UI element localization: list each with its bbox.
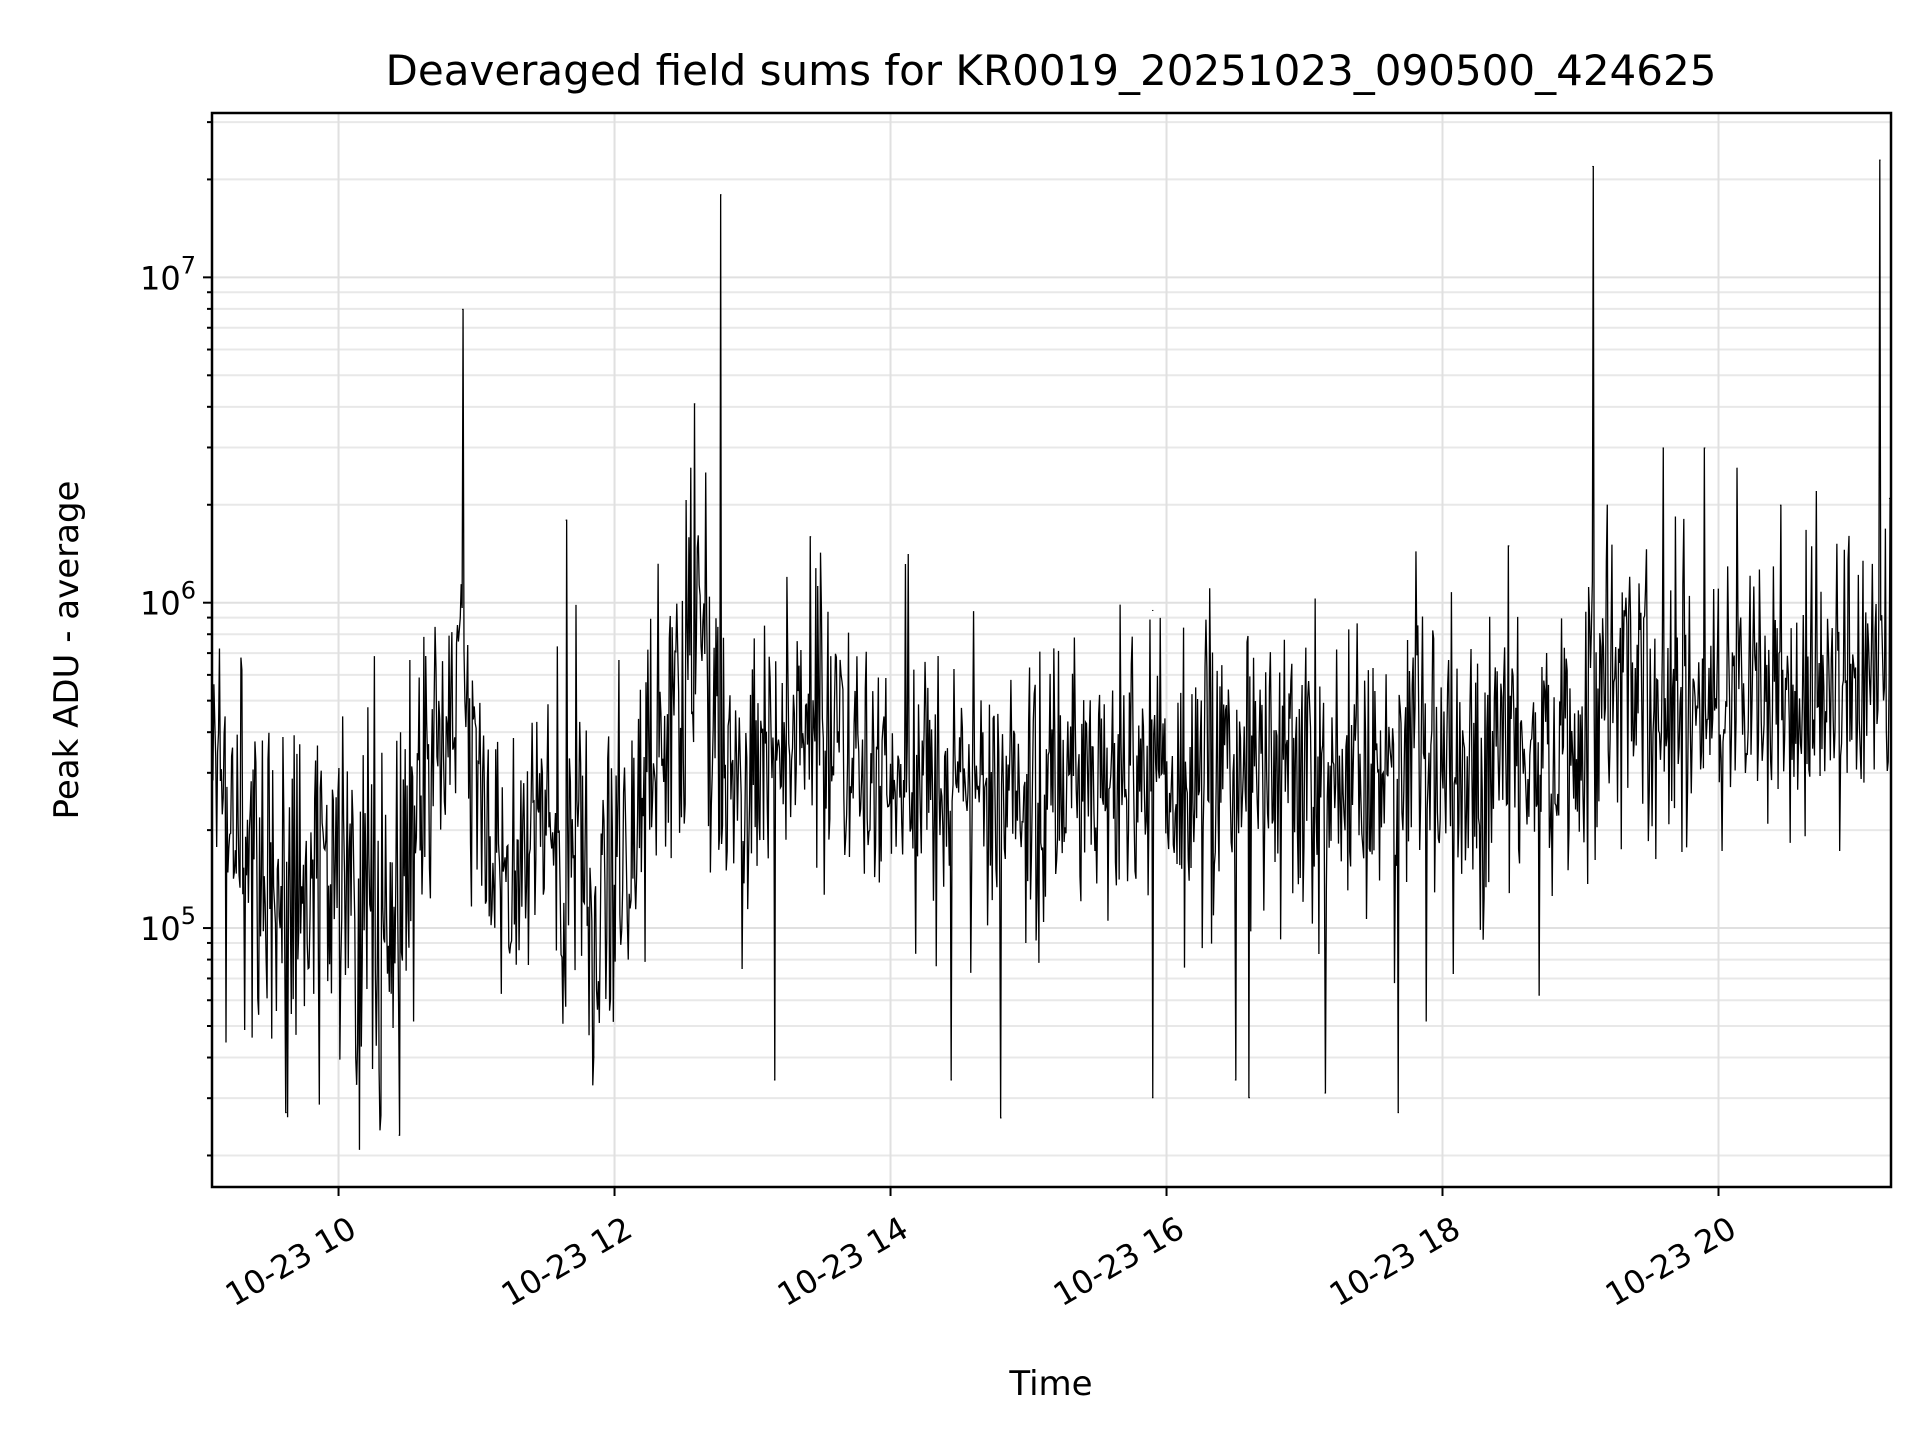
x-tick-label: 10-23 18 bbox=[1323, 1209, 1467, 1314]
x-tick-label: 10-23 10 bbox=[219, 1209, 363, 1314]
chart-title: Deaveraged field sums for KR0019_2025102… bbox=[386, 46, 1717, 95]
y-tick-label: 105 bbox=[140, 902, 196, 948]
series-line bbox=[211, 159, 1892, 1150]
x-tick-label: 10-23 16 bbox=[1047, 1209, 1191, 1314]
x-tick-label: 10-23 12 bbox=[495, 1209, 639, 1314]
plot-frame bbox=[210, 111, 1893, 1189]
y-tick-label: 107 bbox=[140, 251, 196, 297]
x-tick-label: 10-23 14 bbox=[771, 1209, 915, 1314]
x-tick-label: 10-23 20 bbox=[1599, 1209, 1743, 1314]
x-axis-label: Time bbox=[1008, 1364, 1092, 1404]
y-axis-label: Peak ADU - average bbox=[47, 481, 87, 820]
y-tick-label: 106 bbox=[140, 577, 196, 623]
series-layer bbox=[211, 159, 1892, 1150]
